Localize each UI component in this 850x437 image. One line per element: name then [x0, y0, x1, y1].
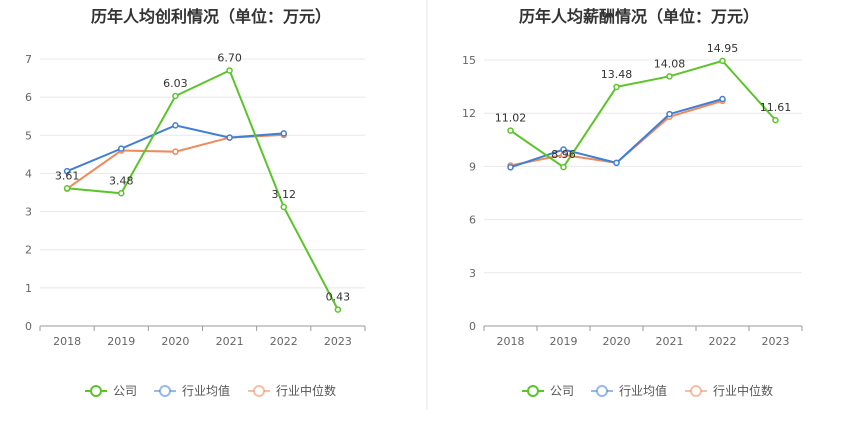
data-label: 0.43 — [326, 291, 351, 304]
legend-marker — [690, 385, 702, 397]
data-point[interactable] — [280, 130, 287, 137]
legend-marker — [596, 385, 608, 397]
data-label: 3.61 — [55, 169, 80, 182]
y-tick-label: 4 — [25, 167, 32, 180]
x-tick-label: 2020 — [603, 335, 631, 348]
y-tick-label: 2 — [25, 244, 32, 257]
legend-item[interactable]: 公司 — [522, 384, 574, 398]
x-tick-label: 2022 — [709, 335, 737, 348]
legend-marker — [159, 385, 171, 397]
legend-item[interactable]: 行业均值 — [591, 383, 667, 398]
data-point[interactable] — [719, 95, 726, 103]
data-point[interactable] — [226, 67, 233, 74]
x-tick-label: 2020 — [161, 335, 189, 348]
x-tick-label: 2018 — [53, 335, 81, 348]
series-line — [510, 98, 723, 169]
data-label: 3.12 — [272, 188, 297, 201]
legend-label: 行业均值 — [619, 383, 667, 398]
legend-label: 公司 — [113, 384, 137, 398]
data-point[interactable] — [226, 134, 233, 141]
x-tick-label: 2018 — [497, 335, 525, 348]
data-point[interactable] — [772, 116, 779, 124]
data-point[interactable] — [666, 73, 673, 80]
data-point[interactable] — [172, 122, 179, 129]
data-label: 3.48 — [109, 174, 134, 187]
data-label: 11.61 — [760, 101, 792, 114]
data-point[interactable] — [63, 185, 71, 192]
x-tick-label: 2019 — [107, 335, 135, 348]
legend-item[interactable]: 公司 — [85, 384, 137, 398]
legend-marker — [253, 385, 265, 397]
y-tick-label: 0 — [25, 320, 32, 333]
profit-per-capita-chart: 历年人均创利情况（单位：万元） 0 1 2 3 4 5 6 7 2018 2019 2020 2021… — [25, 7, 366, 398]
data-point[interactable] — [613, 159, 620, 167]
x-tick-label: 2023 — [324, 335, 352, 348]
legend-marker — [90, 385, 102, 397]
data-point[interactable] — [172, 92, 179, 100]
data-point[interactable] — [280, 203, 287, 211]
data-label: 14.08 — [654, 57, 686, 70]
y-tick-label: 7 — [25, 53, 32, 66]
y-tick-label: 1 — [25, 282, 32, 295]
y-tick-label: 3 — [25, 206, 32, 219]
salary-per-capita-chart: 历年人均薪酬情况（单位：万元） 0 3 6 9 12 15 2018 2019 2020 2021… — [462, 7, 803, 398]
data-point[interactable] — [118, 145, 125, 152]
x-tick-label: 2023 — [762, 335, 790, 348]
y-tick-label: 6 — [25, 91, 32, 104]
y-tick-label: 3 — [469, 267, 476, 280]
legend-label: 行业中位数 — [276, 383, 336, 398]
legend-item[interactable]: 行业中位数 — [248, 383, 336, 398]
legend-label: 公司 — [550, 384, 574, 398]
legend-item[interactable]: 行业均值 — [154, 383, 230, 398]
y-tick-label: 5 — [25, 129, 32, 142]
series-line — [509, 59, 777, 169]
legend-label: 行业均值 — [182, 383, 230, 398]
data-label: 11.02 — [495, 112, 527, 125]
data-point[interactable] — [560, 146, 567, 153]
series-line — [66, 124, 284, 173]
series-line — [66, 69, 339, 311]
data-label: 6.03 — [163, 77, 188, 90]
chart-title: 历年人均创利情况（单位：万元） — [91, 7, 331, 26]
data-point[interactable] — [560, 163, 567, 171]
legend-item[interactable]: 行业中位数 — [685, 383, 773, 398]
y-tick-label: 12 — [462, 107, 476, 120]
data-label: 6.70 — [217, 51, 242, 64]
data-point[interactable] — [63, 167, 71, 175]
data-label: 14.95 — [707, 42, 739, 55]
data-point[interactable] — [613, 83, 620, 91]
y-tick-label: 6 — [469, 214, 476, 227]
y-tick-label: 15 — [462, 54, 476, 67]
chart-title: 历年人均薪酬情况（单位：万元） — [519, 7, 759, 26]
x-tick-label: 2022 — [270, 335, 298, 348]
chart-legend[interactable]: 公司 行业均值 行业中位数 — [522, 383, 773, 398]
data-point[interactable] — [666, 110, 673, 118]
y-tick-label: 0 — [469, 320, 476, 333]
data-point[interactable] — [719, 57, 726, 65]
data-point[interactable] — [507, 164, 514, 171]
x-tick-label: 2021 — [656, 335, 684, 348]
legend-label: 行业中位数 — [713, 383, 773, 398]
x-tick-label: 2021 — [216, 335, 244, 348]
chart-legend[interactable]: 公司 行业均值 行业中位数 — [85, 383, 336, 398]
legend-marker — [527, 385, 539, 397]
data-point[interactable] — [334, 306, 342, 313]
x-tick-label: 2019 — [550, 335, 578, 348]
series-line — [66, 133, 284, 190]
data-point[interactable] — [118, 190, 125, 197]
y-tick-label: 9 — [469, 160, 476, 173]
data-point[interactable] — [507, 127, 514, 134]
data-label: 8.96 — [551, 148, 576, 161]
data-label: 13.48 — [601, 68, 633, 81]
data-point[interactable] — [172, 148, 179, 155]
